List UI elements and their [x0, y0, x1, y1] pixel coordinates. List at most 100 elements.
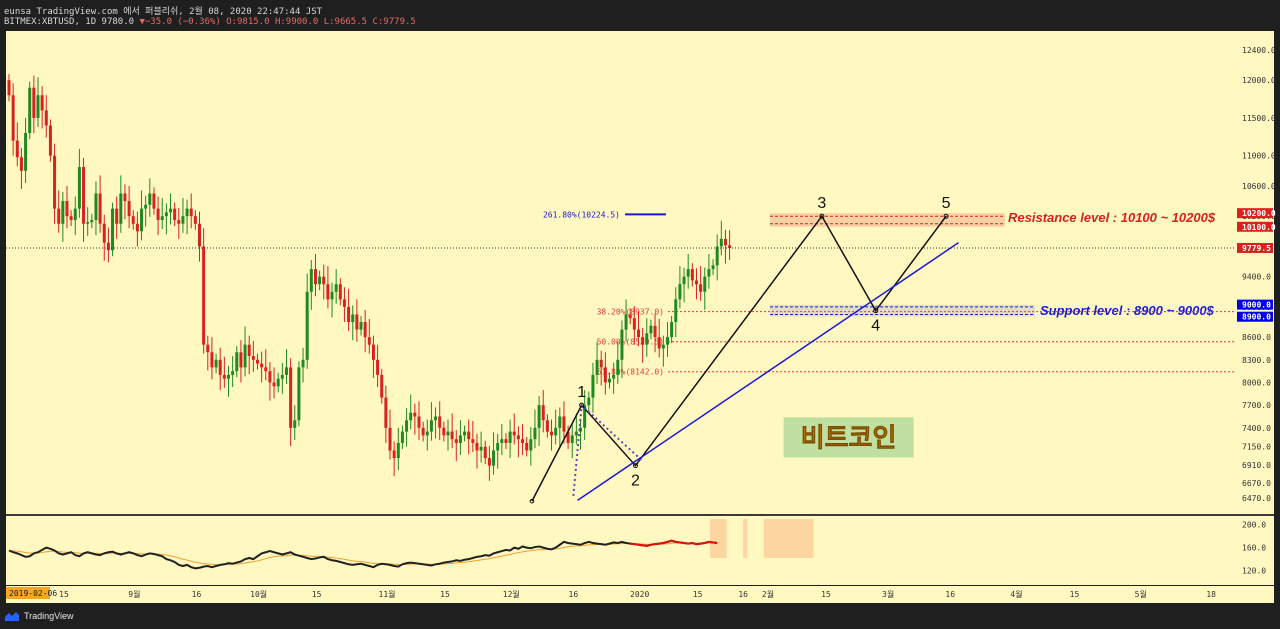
subwave-dotted-line: [572, 403, 645, 496]
time-tick: 11월: [379, 589, 396, 599]
candle: [19, 157, 23, 171]
candle: [595, 359, 599, 375]
candle: [69, 216, 73, 220]
candle: [347, 306, 351, 323]
candle: [463, 431, 467, 436]
candle: [7, 80, 11, 96]
time-axis-background: [6, 586, 1274, 603]
support-label: Support level : 8900 ~ 9000$: [1040, 303, 1215, 318]
candle: [206, 344, 210, 353]
wave-point: [632, 463, 638, 469]
time-tick: 12월: [503, 589, 520, 599]
candle: [305, 291, 309, 360]
candle: [359, 322, 363, 330]
price-tick: 8000.0: [1242, 378, 1271, 387]
candle: [533, 427, 537, 440]
candle: [562, 416, 566, 432]
annotation-box: [783, 417, 914, 458]
candle: [421, 427, 425, 436]
candle: [371, 344, 375, 360]
rsi-highlight: [743, 519, 748, 558]
candle: [694, 280, 698, 285]
candle: [475, 442, 479, 451]
candle: [367, 337, 371, 345]
wave-label: 3: [817, 195, 826, 212]
candle: [28, 87, 32, 134]
time-tick: 15: [821, 590, 831, 599]
candle: [512, 431, 516, 436]
brand-name[interactable]: TradingView: [24, 611, 74, 621]
candle: [516, 435, 520, 440]
candle: [425, 431, 429, 436]
candle: [32, 87, 36, 118]
current-price-tag-background: [1237, 242, 1273, 253]
resistance-low-tag-background: [1237, 221, 1273, 232]
candle: [202, 246, 206, 345]
resistance-low-tag: 10100.0: [1242, 223, 1276, 232]
price-tick: 6670.0: [1242, 479, 1271, 488]
candle: [483, 446, 487, 459]
rsi-line: [8, 539, 718, 570]
candle: [313, 269, 317, 285]
time-tick: 16: [738, 590, 748, 599]
candle: [322, 276, 326, 285]
price-change: −35.0 (−0.36%): [144, 17, 221, 27]
candle: [492, 450, 496, 466]
candle: [363, 322, 367, 338]
candle: [686, 269, 690, 277]
candle: [297, 367, 301, 421]
candle: [711, 265, 715, 270]
candle: [434, 416, 438, 421]
candle: [545, 420, 549, 432]
candle: [243, 344, 247, 368]
candle: [467, 431, 471, 440]
candle: [164, 212, 168, 217]
support-zone: [770, 304, 1035, 317]
candle: [723, 238, 727, 246]
candle: [173, 208, 177, 220]
candle: [574, 431, 578, 436]
candle: [487, 458, 491, 466]
candle: [504, 439, 508, 443]
candle: [119, 193, 123, 224]
resistance-high-tag-background: [1237, 208, 1273, 219]
candle: [318, 276, 322, 285]
candle: [665, 337, 669, 345]
price-tick: 8300.0: [1242, 356, 1271, 365]
candle: [653, 325, 657, 338]
price-tick: 6470.0: [1242, 494, 1271, 503]
candle: [703, 276, 707, 292]
candle: [301, 359, 305, 368]
price-tick: 7400.0: [1242, 424, 1271, 433]
tradingview-logo-icon[interactable]: [5, 611, 19, 621]
wave-point: [579, 402, 585, 408]
price-tick: 7150.0: [1242, 443, 1271, 452]
candle: [678, 284, 682, 300]
wave-start-point: [529, 498, 535, 504]
candle: [86, 222, 90, 224]
candle: [521, 439, 525, 443]
fib-label: 261.80%(10224.5): [543, 210, 620, 219]
rsi-tick: 160.0: [1242, 544, 1266, 553]
candle: [276, 378, 280, 387]
fib-label: 61.80%(8142.0): [597, 368, 664, 377]
candle: [388, 427, 392, 451]
price-tick: 12000.0: [1242, 76, 1276, 85]
candle: [458, 435, 462, 443]
wave-label: 1: [577, 384, 586, 401]
resistance-label: Resistance level : 10100 ~ 10200$: [1008, 210, 1216, 225]
time-tick: 9월: [128, 589, 140, 599]
candle: [177, 219, 181, 224]
candle: [231, 371, 235, 375]
candle: [351, 314, 355, 323]
rsi-axis-background: [1236, 516, 1274, 585]
candle: [392, 450, 396, 459]
candle: [226, 374, 230, 379]
candle: [255, 359, 259, 364]
candle: [260, 363, 264, 368]
candle: [127, 201, 131, 217]
candle: [632, 318, 636, 330]
candle: [508, 431, 512, 443]
candle: [40, 95, 44, 111]
